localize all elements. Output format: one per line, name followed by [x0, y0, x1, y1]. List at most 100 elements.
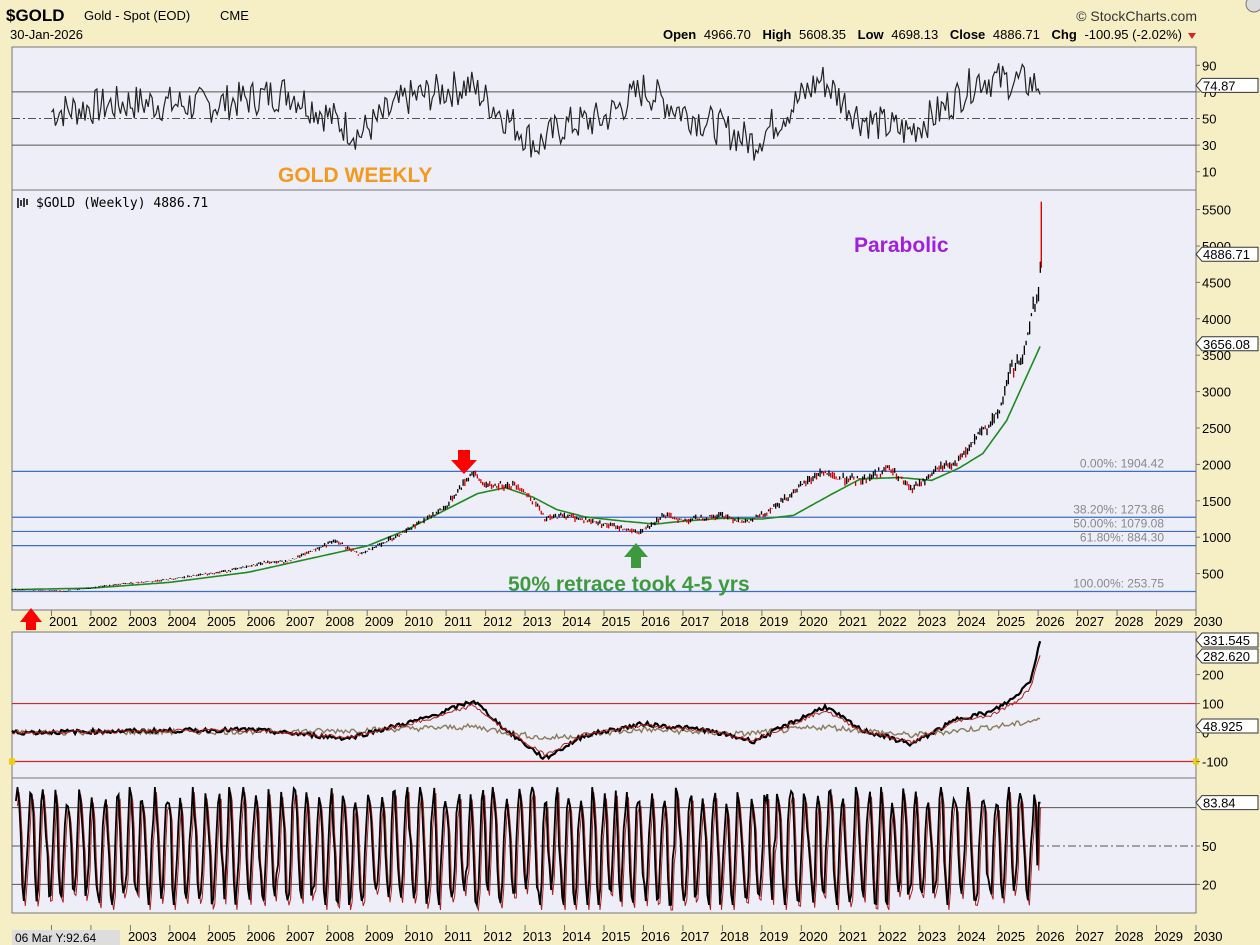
top-axis-tick-label: 50 [1202, 112, 1216, 127]
x-tick-label: 2009 [365, 929, 394, 944]
price-last-value-label-box [1195, 246, 1259, 262]
close-label: Close [950, 27, 985, 42]
price-axis-tick-label: 4500 [1202, 275, 1231, 290]
parabolic-annotation: Parabolic [854, 234, 949, 257]
mid-axis-tick-label: -100 [1202, 755, 1228, 770]
top-last-value-label: 74.87 [1203, 78, 1236, 93]
mid-last-value-label-1: 331.545 [1203, 633, 1250, 648]
price-axis-tick-label: 3500 [1202, 348, 1231, 363]
cursor-readout-box [12, 930, 120, 945]
ma-last-value-label: 3656.08 [1203, 337, 1250, 352]
x-tick-label: 2001 [49, 614, 78, 629]
x-tick-label: 2023 [917, 614, 946, 629]
moving-average-line [12, 346, 1041, 591]
close-value: 4886.71 [993, 27, 1040, 42]
bot-indicator-line [15, 785, 1041, 909]
top-last-value-label-box [1195, 77, 1259, 93]
symbol: $GOLD [6, 6, 65, 25]
x-tick-label: 2028 [1115, 929, 1144, 944]
fib-level-label: 50.00%: 1079.08 [1073, 516, 1164, 530]
x-tick-label: 2008 [325, 614, 354, 629]
mid-last-value-label-1-box [1195, 632, 1259, 648]
x-tick-label: 2025 [996, 929, 1025, 944]
low-value: 4698.13 [891, 27, 938, 42]
x-tick-label: 2021 [838, 614, 867, 629]
x-tick-label: 2022 [878, 929, 907, 944]
x-axis-layer: 2001 2002 2003 2004 2005 2006 2007 2008 2009 2010… [49, 610, 1222, 944]
price-axis-tick-label: 5500 [1202, 203, 1231, 218]
candles-icon [17, 198, 28, 208]
chg-value: -100.95 (-2.02%) [1084, 27, 1182, 42]
mid-indicator-line-2 [11, 655, 1041, 758]
top-axis-tick-label: 90 [1202, 58, 1216, 73]
x-tick-label: 2009 [365, 614, 394, 629]
x-tick-label: 2005 [207, 614, 236, 629]
chg-down-arrow-icon [1188, 33, 1196, 39]
price-panel [11, 189, 1197, 611]
price-axis-tick-label: 2000 [1202, 457, 1231, 472]
x-tick-label: 2029 [1154, 929, 1183, 944]
x-tick-label: 2019 [759, 614, 788, 629]
x-tick-label: 2027 [1075, 614, 1104, 629]
mid-last-value-label-2: 282.620 [1203, 649, 1250, 664]
mid-left-handle [9, 758, 15, 765]
x-tick-label: 2024 [957, 929, 986, 944]
mid-axis-tick-label: 200 [1202, 668, 1224, 683]
x-tick-label: 2013 [523, 929, 552, 944]
green-up-arrow-icon [624, 543, 648, 568]
price-axis-tick-label: 4000 [1202, 312, 1231, 327]
top-axis-tick-label: 30 [1202, 138, 1216, 153]
ma-last-value-label-box [1195, 336, 1259, 352]
x-tick-label: 2018 [720, 929, 749, 944]
x-tick-label: 2019 [759, 929, 788, 944]
price-last-value-label: 4886.71 [1203, 247, 1250, 262]
x-tick-label: 2013 [523, 614, 552, 629]
x-tick-label: 2003 [128, 929, 157, 944]
chg-label: Chg [1052, 27, 1077, 42]
x-tick-label: 2027 [1075, 929, 1104, 944]
x-tick-label: 2012 [483, 614, 512, 629]
fib-level-label: 0.00%: 1904.42 [1080, 456, 1164, 470]
x-tick-label: 2022 [878, 614, 907, 629]
low-label: Low [858, 27, 885, 42]
x-tick-label: 2011 [444, 929, 472, 944]
cursor-readout: 06 Mar Y:92.64 [15, 931, 96, 945]
x-tick-label: 2018 [720, 614, 749, 629]
x-tick-label: 2016 [641, 614, 670, 629]
mid-last-value-label-2-box [1195, 648, 1259, 664]
mid-last-value-label-3: 48.925 [1203, 719, 1243, 734]
top-indicator-line [51, 63, 1041, 161]
x-tick-label: 2007 [286, 614, 315, 629]
open-value: 4966.70 [704, 27, 751, 42]
symbol-description: Gold - Spot (EOD) [84, 8, 190, 23]
red-down-arrow-icon [451, 450, 477, 474]
x-tick-label: 2026 [1036, 929, 1065, 944]
x-tick-label: 2024 [957, 614, 986, 629]
x-tick-label: 2003 [128, 614, 157, 629]
indicator-top-layer: 907050301074.87 [12, 58, 1259, 180]
x-tick-label: 2030 [1194, 929, 1223, 944]
chart-date: 30-Jan-2026 [10, 27, 83, 42]
x-tick-label: 2006 [246, 614, 275, 629]
exchange: CME [220, 8, 249, 23]
indicator-middle-panel [11, 631, 1197, 779]
x-tick-label: 2014 [562, 614, 591, 629]
x-tick-label: 2021 [838, 929, 867, 944]
watermark: © StockCharts.com [1076, 8, 1197, 24]
indicator-bottom-layer: 50 20 83.84 [12, 785, 1259, 912]
retrace-annotation: 50% retrace took 4-5 yrs [508, 573, 750, 596]
fib-level-label: 61.80%: 884.30 [1080, 531, 1164, 545]
x-tick-label: 2017 [680, 614, 709, 629]
x-tick-label: 2017 [680, 929, 709, 944]
corner-button-icon[interactable] [1245, 0, 1260, 13]
x-tick-label: 2006 [246, 929, 275, 944]
open-label: Open [663, 27, 696, 42]
price-axis-tick-label: 1500 [1202, 494, 1231, 509]
x-tick-label: 2029 [1154, 614, 1183, 629]
price-panel-title: $GOLD (Weekly) 4886.71 [36, 196, 208, 211]
mid-last-value-label-3-box [1195, 718, 1259, 734]
x-tick-label: 2008 [325, 929, 354, 944]
